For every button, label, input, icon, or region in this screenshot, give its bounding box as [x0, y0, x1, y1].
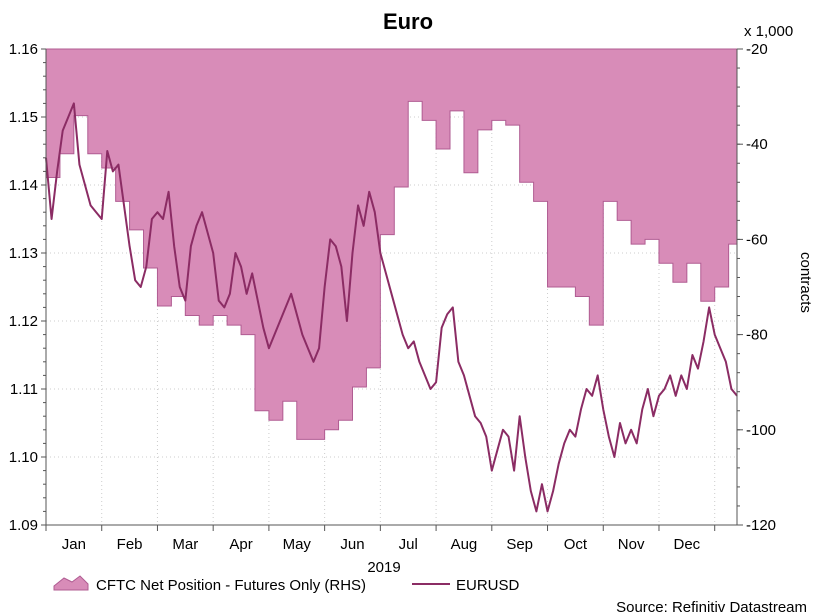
- right-axis-ticks: -120 -100 -80 -60 -40 -20: [737, 41, 776, 534]
- left-tick-label: 1.11: [10, 381, 38, 398]
- right-tick-label: -120: [746, 517, 776, 534]
- x-tick-label: Mar: [172, 536, 198, 553]
- x-tick-label: Aug: [451, 536, 478, 553]
- x-tick-label: Jul: [399, 536, 418, 553]
- cftc-area-layer: [45, 48, 738, 440]
- right-tick-label: -100: [746, 422, 776, 439]
- cftc-net-position-area: [45, 48, 738, 440]
- grid: [45, 48, 737, 526]
- legend-line-label: EURUSD: [456, 577, 520, 594]
- left-axis-ticks: 1.09 1.10 1.11 1.12 1.13 1.14 1.15 1.16: [9, 41, 46, 534]
- right-axis-label: contracts: [797, 252, 814, 313]
- right-tick-label: -80: [746, 327, 768, 344]
- x-tick-label: Oct: [564, 536, 588, 553]
- x-tick-label: Feb: [117, 536, 143, 553]
- legend: CFTC Net Position - Futures Only (RHS) E…: [53, 575, 520, 594]
- left-tick-label: 1.15: [9, 109, 38, 126]
- x-axis-ticks: Jan Feb Mar Apr May Jun Jul Aug Sep Oct Nov Dec: [45, 525, 716, 553]
- x-tick-label: Jun: [340, 536, 364, 553]
- eurusd-line-layer: [45, 102, 738, 513]
- x-tick-label: Sep: [506, 536, 533, 553]
- right-tick-label: -40: [746, 136, 768, 153]
- right-tick-label: -20: [746, 41, 768, 58]
- left-tick-label: 1.14: [9, 177, 38, 194]
- legend-area-swatch: [53, 575, 89, 591]
- x-tick-label: Apr: [229, 536, 252, 553]
- x-tick-label: May: [283, 536, 312, 553]
- x-tick-label: Jan: [62, 536, 86, 553]
- x-tick-label: Dec: [674, 536, 701, 553]
- left-tick-label: 1.12: [9, 313, 38, 330]
- legend-area-label: CFTC Net Position - Futures Only (RHS): [96, 577, 366, 594]
- axes: [45, 49, 738, 526]
- left-tick-label: 1.16: [9, 41, 38, 58]
- source-note: Source: Refinitiv Datastream: [616, 599, 807, 614]
- right-axis-multiplier: x 1,000: [744, 23, 793, 40]
- eurusd-line: [45, 102, 738, 513]
- left-tick-label: 1.09: [9, 517, 38, 534]
- x-axis-label: 2019: [367, 559, 400, 576]
- left-tick-label: 1.13: [9, 245, 38, 262]
- chart-title: Euro: [383, 9, 433, 34]
- right-tick-label: -60: [746, 231, 768, 248]
- x-tick-label: Nov: [618, 536, 645, 553]
- left-tick-label: 1.10: [9, 449, 38, 466]
